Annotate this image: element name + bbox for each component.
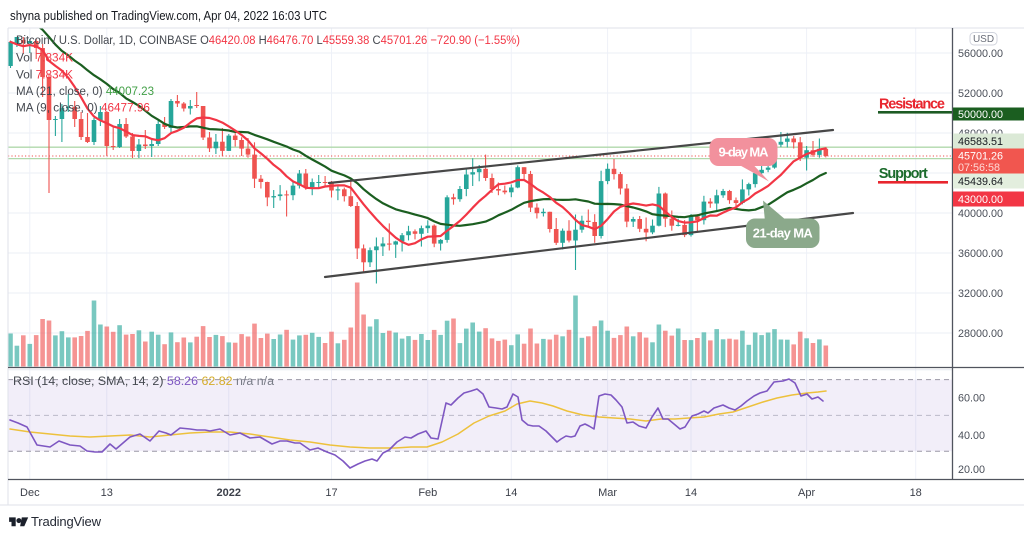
svg-text:Resistance: Resistance xyxy=(879,97,945,113)
svg-text:28000.00: 28000.00 xyxy=(958,328,1003,340)
svg-text:MA (21, close, 0) 44007.23: MA (21, close, 0) 44007.23 xyxy=(16,84,154,98)
svg-text:Feb: Feb xyxy=(418,487,437,499)
svg-text:Apr: Apr xyxy=(798,487,815,499)
svg-text:40.00: 40.00 xyxy=(958,430,985,442)
svg-text:45701.26: 45701.26 xyxy=(958,150,1003,162)
svg-text:Vol 7.834K: Vol 7.834K xyxy=(16,68,73,82)
svg-text:17: 17 xyxy=(325,487,337,499)
svg-text:13: 13 xyxy=(101,487,113,499)
svg-text:Support: Support xyxy=(879,166,928,182)
svg-text:36000.00: 36000.00 xyxy=(958,248,1003,260)
svg-text:TradingView: TradingView xyxy=(31,514,102,529)
svg-text:Dec: Dec xyxy=(20,487,40,499)
svg-text:USD: USD xyxy=(973,34,994,45)
svg-text:9-day MA: 9-day MA xyxy=(719,145,770,160)
svg-text:shyna published on TradingView: shyna published on TradingView.com, Apr … xyxy=(10,8,327,23)
svg-text:Bitcoin / U.S. Dollar, 1D, COI: Bitcoin / U.S. Dollar, 1D, COINBASE O464… xyxy=(16,33,520,47)
svg-text:07:56:58: 07:56:58 xyxy=(958,162,1000,174)
svg-text:Vol 7.834K: Vol 7.834K xyxy=(16,51,73,65)
svg-text:56000.00: 56000.00 xyxy=(958,48,1003,60)
svg-text:20.00: 20.00 xyxy=(958,464,985,476)
svg-text:50000.00: 50000.00 xyxy=(958,109,1003,121)
svg-text:52000.00: 52000.00 xyxy=(958,88,1003,100)
svg-text:60.00: 60.00 xyxy=(958,392,985,404)
svg-text:MA (9, close, 0) 46477.96: MA (9, close, 0) 46477.96 xyxy=(16,101,150,115)
svg-text:21-day MA: 21-day MA xyxy=(753,226,814,241)
svg-text:43000.00: 43000.00 xyxy=(958,194,1003,206)
svg-text:32000.00: 32000.00 xyxy=(958,288,1003,300)
svg-text:45439.64: 45439.64 xyxy=(958,176,1003,188)
svg-text:14: 14 xyxy=(685,487,697,499)
svg-text:18: 18 xyxy=(910,487,922,499)
svg-text:RSI (14, close, SMA, 14, 2) 58: RSI (14, close, SMA, 14, 2) 58.26 62.82 … xyxy=(13,376,275,388)
svg-text:2022: 2022 xyxy=(217,487,241,499)
svg-text:46583.51: 46583.51 xyxy=(958,136,1003,148)
svg-text:40000.00: 40000.00 xyxy=(958,208,1003,220)
svg-text:Mar: Mar xyxy=(598,487,617,499)
svg-text:14: 14 xyxy=(505,487,517,499)
